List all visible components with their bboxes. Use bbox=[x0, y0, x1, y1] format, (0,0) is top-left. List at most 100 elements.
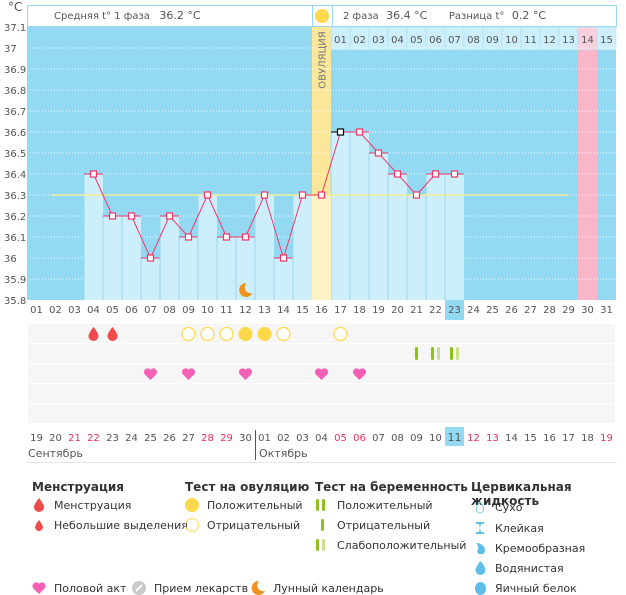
intercourse-heart-icon bbox=[181, 368, 196, 380]
temperature-point bbox=[298, 191, 307, 199]
cycle-day-label: 23 bbox=[448, 305, 461, 316]
phase2-day-label: 06 bbox=[429, 35, 442, 46]
phase2-day-label: 15 bbox=[600, 35, 613, 46]
temperature-bar bbox=[198, 195, 217, 300]
legend-cervical-eggwhite: Яичный белок bbox=[473, 581, 577, 595]
temperature-point bbox=[184, 233, 193, 241]
empty-circle-icon bbox=[185, 518, 199, 532]
temperature-bar bbox=[122, 216, 141, 300]
calendar-date-label: 21 bbox=[68, 433, 81, 444]
legend-cervical-creamy: Кремообразная bbox=[473, 541, 585, 555]
legend-menstruation-title: Менструация bbox=[32, 480, 124, 494]
cycle-day-label: 28 bbox=[543, 305, 556, 316]
phase2-day-label: 01 bbox=[334, 35, 347, 46]
creamy-icon bbox=[473, 541, 487, 555]
calendar-date-label: 11 bbox=[448, 431, 462, 444]
temperature-bar bbox=[426, 174, 445, 300]
temperature-point bbox=[450, 170, 459, 178]
month-october: Октябрь bbox=[259, 447, 308, 460]
cycle-day-label: 04 bbox=[87, 305, 100, 316]
cycle-day-label: 26 bbox=[505, 305, 518, 316]
calendar-date-label: 06 bbox=[353, 433, 366, 444]
temperature-chart: 01 02 03 04 05 06 07 08 09 10 11 12 13 14 15 37.1 37 36.9… bbox=[4, 23, 617, 446]
ovulation-header-cell bbox=[313, 5, 332, 27]
legend-cervical-title: Цервикальная жидкость bbox=[471, 480, 572, 508]
pregnancy-test-weak-icon bbox=[456, 347, 459, 360]
ovulation-test-negative-icon bbox=[200, 326, 215, 342]
moon-icon bbox=[239, 282, 253, 297]
sticky-icon bbox=[473, 521, 487, 535]
phase1-summary: Средняя t° 1 фаза 36.2 °C bbox=[27, 5, 313, 27]
calendar-date-label: 19 bbox=[600, 433, 613, 444]
calendar-date-label: 24 bbox=[125, 433, 138, 444]
menstruation-drop-icon bbox=[107, 327, 118, 342]
calendar-date-label: 25 bbox=[144, 433, 157, 444]
temperature-point bbox=[108, 212, 117, 220]
temperature-point bbox=[203, 191, 212, 199]
legend-label: Положительный bbox=[337, 498, 433, 512]
temperature-point bbox=[412, 191, 421, 199]
filled-circle-icon bbox=[185, 498, 199, 512]
y-tick-label: 36.9 bbox=[4, 65, 26, 76]
legend-intercourse: Половой акт bbox=[32, 581, 126, 595]
marker-row-background bbox=[28, 344, 615, 363]
moon-icon bbox=[251, 581, 265, 595]
legend-label: Положительный bbox=[207, 498, 303, 512]
legend-pregnancy-weak: Слабоположительный bbox=[315, 538, 466, 552]
temperature-point bbox=[127, 212, 136, 220]
intercourse-heart-icon bbox=[352, 368, 367, 380]
intercourse-heart-icon bbox=[143, 368, 158, 380]
calendar-date-label: 02 bbox=[277, 433, 290, 444]
legend-label: Сухо bbox=[495, 500, 523, 514]
phase2-label: 2 фаза bbox=[343, 11, 379, 22]
legend-label: Лунный календарь bbox=[273, 581, 384, 595]
calendar-date-label: 05 bbox=[334, 433, 347, 444]
temperature-bar bbox=[84, 174, 103, 300]
y-tick-label: 36.4 bbox=[4, 170, 26, 181]
legend-cervical-watery: Водянистая bbox=[473, 561, 564, 575]
cycle-day-label: 02 bbox=[49, 305, 62, 316]
legend-cervical-sticky: Клейкая bbox=[473, 521, 544, 535]
calendar-date-label: 29 bbox=[220, 433, 233, 444]
temperature-bar bbox=[236, 237, 255, 300]
legend-label: Прием лекарств bbox=[154, 581, 249, 595]
pill-icon bbox=[132, 581, 146, 595]
calendar-date-label: 18 bbox=[581, 433, 594, 444]
marker-row-background bbox=[28, 384, 615, 403]
cycle-day-label: 01 bbox=[30, 305, 43, 316]
temperature-bar bbox=[369, 153, 388, 300]
temperature-point bbox=[317, 191, 326, 199]
cycle-day-label: 25 bbox=[486, 305, 499, 316]
legend-medicine: Прием лекарств bbox=[132, 581, 248, 595]
y-tick-label: 37.1 bbox=[4, 23, 26, 34]
pregnancy-test-negative-icon bbox=[415, 347, 418, 360]
temperature-bar bbox=[217, 237, 236, 300]
temperature-point bbox=[374, 149, 383, 157]
y-tick-label: 36.1 bbox=[4, 233, 26, 244]
cycle-day-label: 17 bbox=[334, 305, 347, 316]
calendar-date-label: 14 bbox=[505, 433, 518, 444]
legend-label: Клейкая bbox=[495, 521, 544, 535]
current-day-highlight bbox=[445, 300, 464, 320]
phase2-day-label: 11 bbox=[524, 35, 537, 46]
legend-label: Менструация bbox=[54, 498, 132, 512]
phase1-value: 36.2 °C bbox=[159, 9, 201, 22]
temperature-point bbox=[165, 212, 174, 220]
ovulation-test-negative-icon bbox=[276, 326, 291, 342]
legend-ovulation-negative: Отрицательный bbox=[185, 518, 300, 532]
legend-label: Отрицательный bbox=[337, 518, 431, 532]
temperature-bar bbox=[274, 258, 293, 300]
legend-cervical-dry: Сухо bbox=[473, 500, 522, 514]
phase2-day-label: 02 bbox=[353, 35, 366, 46]
cycle-day-label: 14 bbox=[277, 305, 290, 316]
legend-label: Отрицательный bbox=[207, 518, 301, 532]
phase2-day-label: 12 bbox=[543, 35, 556, 46]
phase2-day-label: 05 bbox=[410, 35, 423, 46]
month-september: Сентябрь bbox=[28, 447, 83, 460]
cycle-day-label: 07 bbox=[144, 305, 157, 316]
ovulation-test-positive-icon bbox=[257, 327, 272, 341]
cycle-day-label: 15 bbox=[296, 305, 309, 316]
y-tick-label: 36.2 bbox=[4, 212, 26, 223]
temperature-bar bbox=[293, 195, 312, 300]
y-tick-label: 36.8 bbox=[4, 86, 26, 97]
